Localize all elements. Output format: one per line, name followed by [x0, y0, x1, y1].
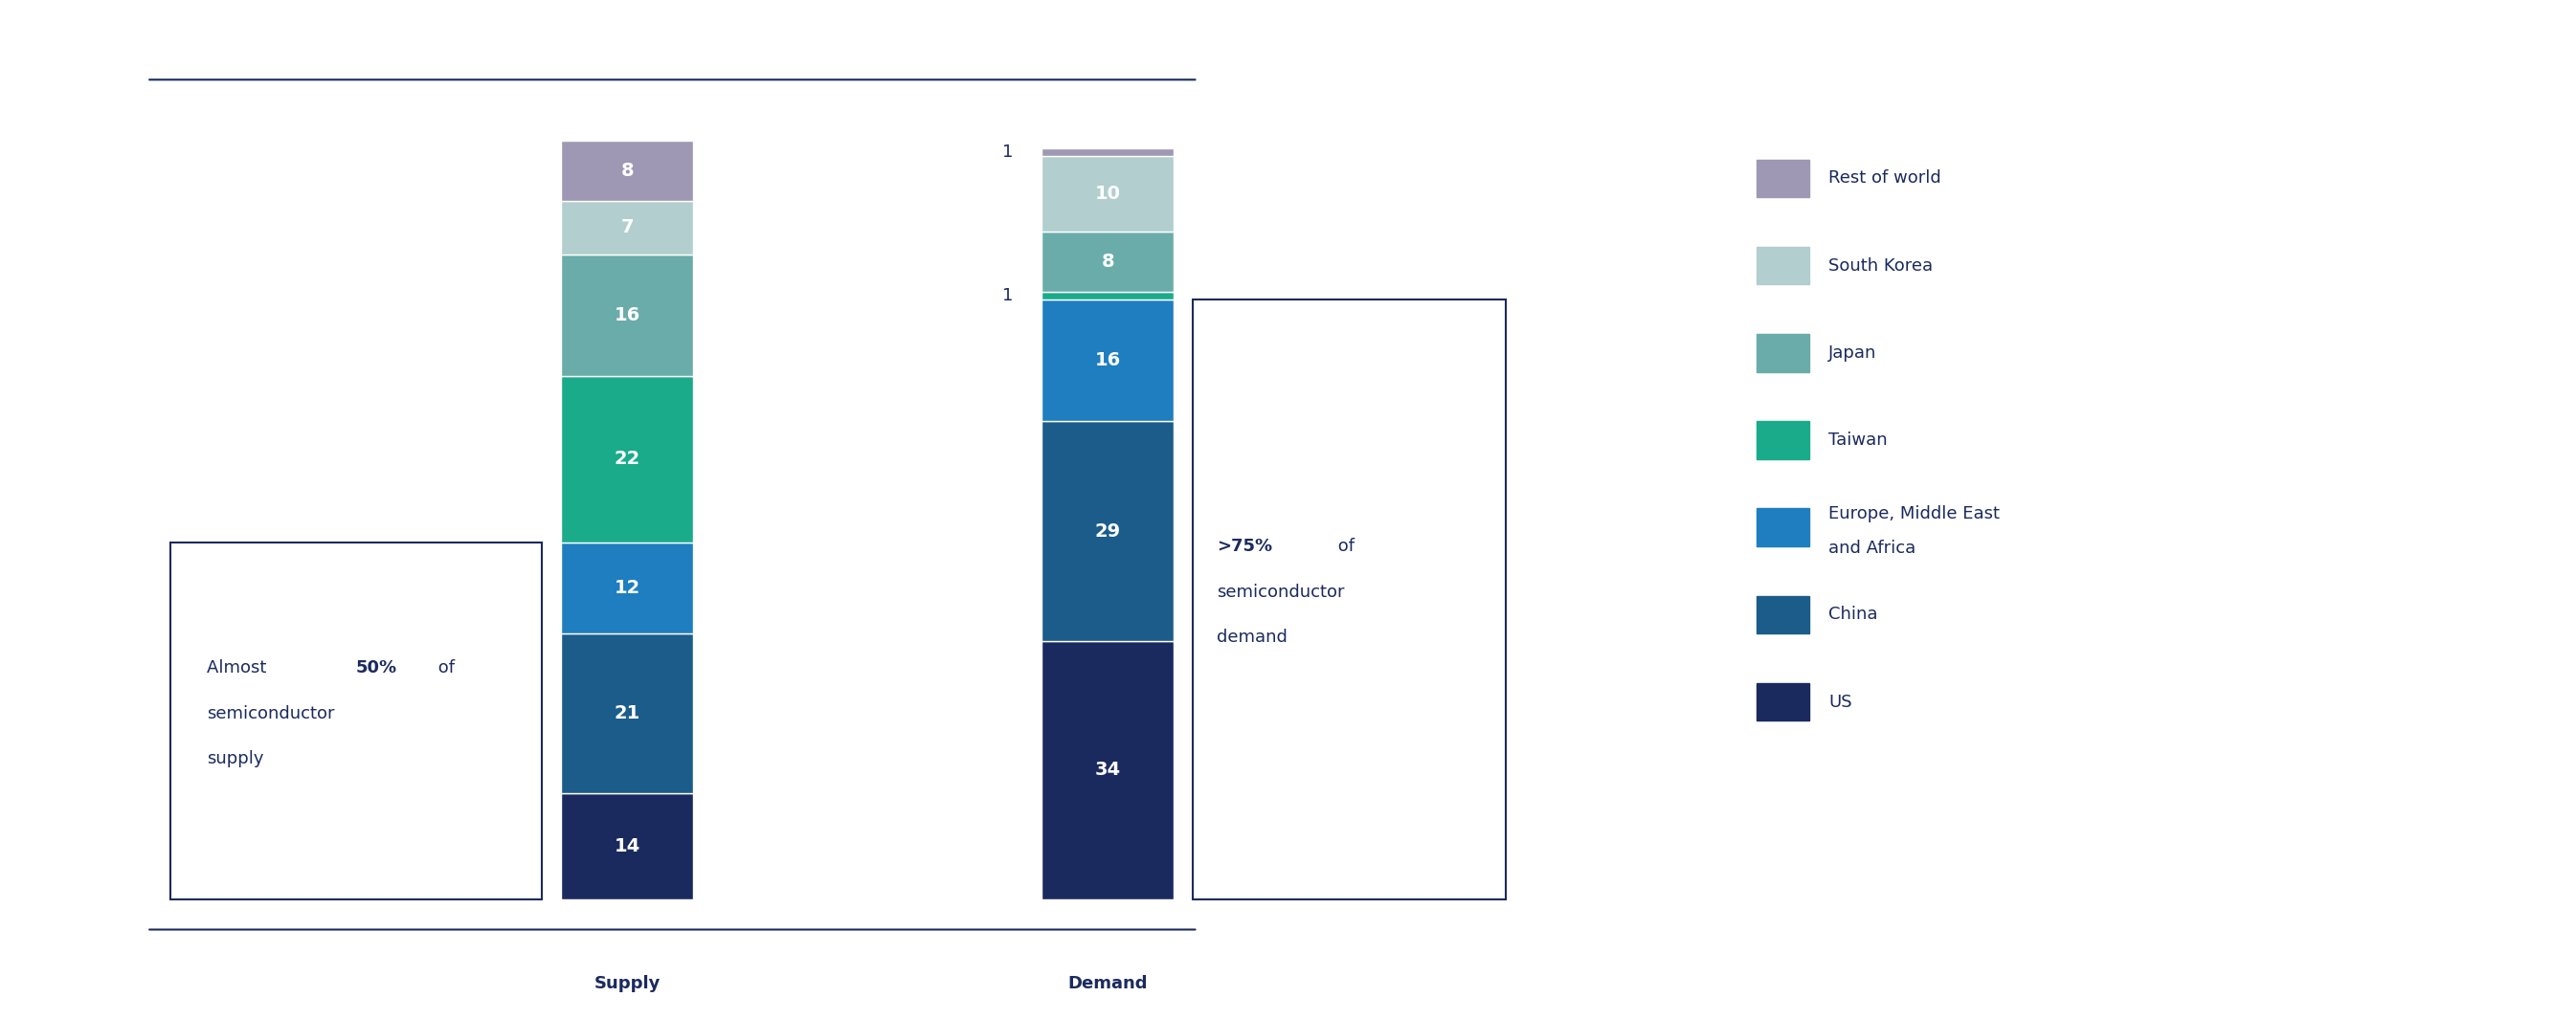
Text: 7: 7 — [621, 218, 634, 236]
Text: 21: 21 — [613, 704, 641, 722]
Bar — [562, 793, 693, 899]
Bar — [562, 141, 693, 201]
Text: 50%: 50% — [355, 659, 397, 677]
Text: 1: 1 — [1002, 287, 1012, 305]
Text: 16: 16 — [1095, 352, 1121, 370]
Text: Japan: Japan — [1829, 344, 1878, 362]
Text: 12: 12 — [613, 579, 641, 597]
Text: 16: 16 — [613, 306, 641, 324]
Bar — [1041, 292, 1175, 300]
Bar — [1041, 148, 1175, 156]
Text: of: of — [1332, 538, 1355, 555]
Text: 34: 34 — [1095, 761, 1121, 780]
Text: >75%: >75% — [1216, 538, 1273, 555]
Text: supply: supply — [206, 750, 263, 767]
Bar — [1757, 247, 1808, 284]
Text: US: US — [1829, 693, 1852, 710]
Text: 22: 22 — [613, 450, 641, 468]
Text: semiconductor: semiconductor — [206, 705, 335, 721]
Bar — [562, 376, 693, 542]
Text: of: of — [433, 659, 453, 677]
Bar — [562, 201, 693, 254]
Text: 29: 29 — [1095, 522, 1121, 540]
Text: 8: 8 — [1103, 253, 1115, 271]
Text: Taiwan: Taiwan — [1829, 431, 1888, 448]
Text: and Africa: and Africa — [1829, 540, 1917, 557]
Bar — [1757, 683, 1808, 720]
Text: Almost: Almost — [206, 659, 273, 677]
Text: 8: 8 — [621, 162, 634, 179]
Bar — [1757, 508, 1808, 546]
Bar — [1041, 231, 1175, 292]
Bar — [1757, 596, 1808, 634]
Bar — [1757, 159, 1808, 198]
Text: South Korea: South Korea — [1829, 257, 1932, 274]
Text: China: China — [1829, 606, 1878, 624]
Bar — [562, 254, 693, 376]
Bar — [1041, 421, 1175, 641]
Text: semiconductor: semiconductor — [1216, 583, 1345, 600]
Bar — [1041, 156, 1175, 231]
Bar — [1757, 334, 1808, 372]
Bar — [562, 634, 693, 793]
Bar — [562, 542, 693, 634]
Text: Rest of world: Rest of world — [1829, 170, 1942, 186]
Bar — [1041, 300, 1175, 421]
Bar — [1757, 421, 1808, 460]
Text: 14: 14 — [613, 837, 641, 855]
Text: 10: 10 — [1095, 184, 1121, 203]
Bar — [1041, 641, 1175, 899]
Text: 1: 1 — [1002, 144, 1012, 160]
Text: Europe, Middle East: Europe, Middle East — [1829, 505, 1999, 523]
Text: demand: demand — [1216, 629, 1288, 646]
